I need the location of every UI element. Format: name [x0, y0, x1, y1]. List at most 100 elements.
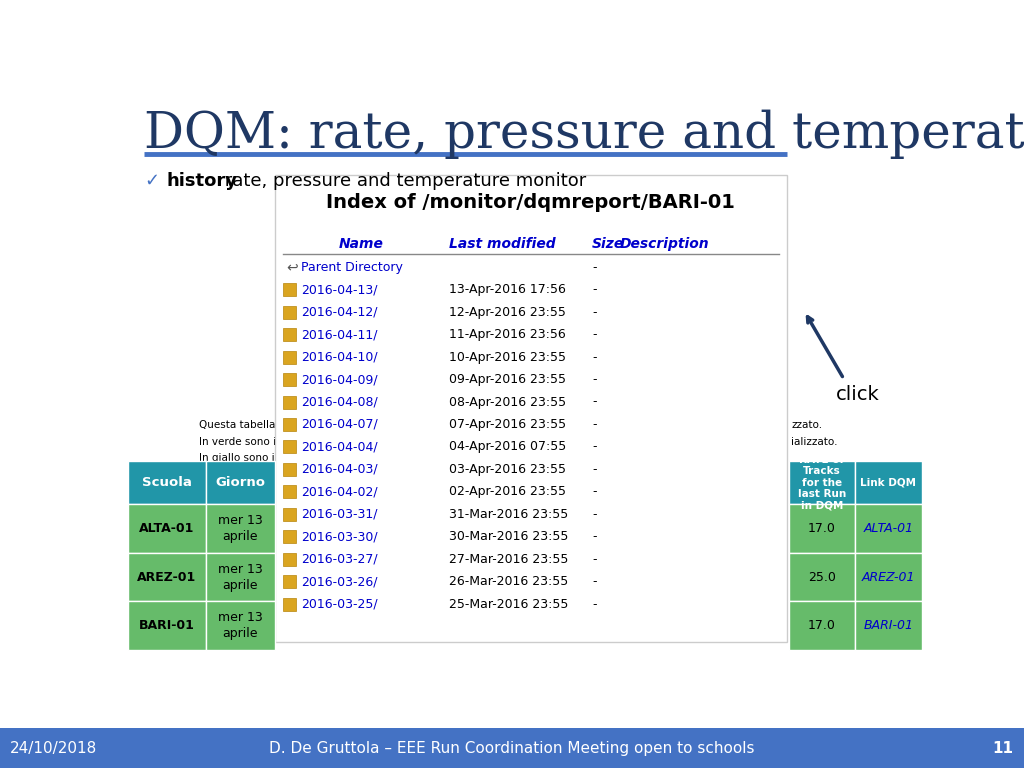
Text: -: -: [592, 418, 597, 431]
Text: RATE of
Tracks
for the
last Run
in DQM: RATE of Tracks for the last Run in DQM: [798, 455, 846, 511]
Text: 26-Mar-2016 23:55: 26-Mar-2016 23:55: [450, 575, 568, 588]
Text: DQM: rate, pressure and temperature: DQM: rate, pressure and temperature: [143, 110, 1024, 159]
Text: mer 13
aprile: mer 13 aprile: [218, 563, 263, 591]
Text: Scuola: Scuola: [142, 476, 191, 489]
Text: 30-Mar-2016 23:55: 30-Mar-2016 23:55: [450, 531, 568, 543]
Text: 03-Apr-2016 23:55: 03-Apr-2016 23:55: [450, 463, 566, 476]
Bar: [855, 601, 922, 650]
FancyBboxPatch shape: [283, 418, 296, 431]
FancyBboxPatch shape: [283, 306, 296, 319]
Text: 11-Apr-2016 23:56: 11-Apr-2016 23:56: [450, 328, 566, 341]
Bar: [855, 505, 922, 553]
Bar: [128, 461, 206, 505]
FancyBboxPatch shape: [283, 485, 296, 498]
FancyBboxPatch shape: [283, 531, 296, 544]
Bar: [128, 553, 206, 601]
FancyBboxPatch shape: [283, 463, 296, 476]
Text: 2016-03-27/: 2016-03-27/: [301, 553, 378, 566]
Text: -: -: [592, 306, 597, 319]
Text: Questa tabella m
In verde sono ind
In giallo sono ind
In rosso sono ind: Questa tabella m In verde sono ind In gi…: [200, 420, 290, 479]
Bar: [790, 553, 855, 601]
Text: ↩: ↩: [287, 260, 298, 275]
Text: Link DQM: Link DQM: [860, 478, 916, 488]
FancyBboxPatch shape: [283, 373, 296, 386]
Text: rate, pressure and temperature monitor: rate, pressure and temperature monitor: [219, 172, 587, 190]
FancyBboxPatch shape: [283, 553, 296, 566]
FancyBboxPatch shape: [283, 283, 296, 296]
Text: 04-Apr-2016 07:55: 04-Apr-2016 07:55: [450, 441, 566, 453]
Text: 2016-04-13/: 2016-04-13/: [301, 283, 378, 296]
Text: 2016-03-26/: 2016-03-26/: [301, 575, 378, 588]
Bar: [790, 505, 855, 553]
Text: 27-Mar-2016 23:55: 27-Mar-2016 23:55: [450, 553, 568, 566]
Text: 07-Apr-2016 23:55: 07-Apr-2016 23:55: [450, 418, 566, 431]
Text: 2016-04-12/: 2016-04-12/: [301, 306, 378, 319]
Text: -: -: [592, 575, 597, 588]
Text: -: -: [592, 373, 597, 386]
Text: -: -: [592, 508, 597, 521]
Text: 17.0: 17.0: [808, 522, 836, 535]
Bar: [274, 175, 786, 642]
Text: zzato.
ializzato.: zzato. ializzato.: [792, 420, 838, 447]
Text: 25-Mar-2016 23:55: 25-Mar-2016 23:55: [450, 598, 568, 611]
Text: Last modified: Last modified: [450, 237, 556, 251]
Text: -: -: [592, 260, 597, 273]
Bar: [206, 553, 274, 601]
FancyBboxPatch shape: [283, 508, 296, 521]
Text: BARI-01: BARI-01: [863, 619, 913, 632]
FancyBboxPatch shape: [283, 328, 296, 341]
Text: 25.0: 25.0: [808, 571, 836, 584]
Text: 2016-03-25/: 2016-03-25/: [301, 598, 378, 611]
Text: -: -: [592, 328, 597, 341]
Bar: [206, 505, 274, 553]
Text: 2016-04-03/: 2016-04-03/: [301, 463, 378, 476]
Bar: [790, 601, 855, 650]
FancyBboxPatch shape: [283, 598, 296, 611]
Text: 2016-04-09/: 2016-04-09/: [301, 373, 378, 386]
Text: -: -: [592, 553, 597, 566]
Text: D. De Gruttola – EEE Run Coordination Meeting open to schools: D. De Gruttola – EEE Run Coordination Me…: [269, 740, 755, 756]
Text: 17.0: 17.0: [808, 619, 836, 632]
Text: -: -: [592, 531, 597, 543]
Text: 08-Apr-2016 23:55: 08-Apr-2016 23:55: [450, 396, 566, 409]
Text: click: click: [836, 385, 880, 404]
Text: 2016-04-08/: 2016-04-08/: [301, 396, 378, 409]
Text: -: -: [592, 598, 597, 611]
Text: 2016-04-07/: 2016-04-07/: [301, 418, 378, 431]
Text: 2016-04-11/: 2016-04-11/: [301, 328, 378, 341]
Text: history: history: [166, 172, 238, 190]
Text: 2016-04-10/: 2016-04-10/: [301, 350, 378, 363]
Text: Index of /monitor/dqmreport/BARI-01: Index of /monitor/dqmreport/BARI-01: [327, 193, 735, 212]
Text: 11: 11: [992, 740, 1014, 756]
Text: 31-Mar-2016 23:55: 31-Mar-2016 23:55: [450, 508, 568, 521]
Text: 2016-04-02/: 2016-04-02/: [301, 485, 378, 498]
Text: -: -: [592, 441, 597, 453]
Text: Name: Name: [338, 237, 383, 251]
Text: 09-Apr-2016 23:55: 09-Apr-2016 23:55: [450, 373, 566, 386]
Bar: [855, 553, 922, 601]
Text: -: -: [592, 396, 597, 409]
Text: mer 13
aprile: mer 13 aprile: [218, 611, 263, 640]
Text: Giorno: Giorno: [215, 476, 265, 489]
Text: -: -: [592, 350, 597, 363]
Text: Description: Description: [620, 237, 710, 251]
Text: -: -: [592, 283, 597, 296]
Text: 2016-04-04/: 2016-04-04/: [301, 441, 378, 453]
Text: AREZ-01: AREZ-01: [137, 571, 197, 584]
Text: 24/10/2018: 24/10/2018: [10, 740, 97, 756]
Text: ALTA-01: ALTA-01: [863, 522, 913, 535]
Text: Parent Directory: Parent Directory: [301, 260, 402, 273]
Bar: [790, 461, 855, 505]
Text: 2016-03-30/: 2016-03-30/: [301, 531, 378, 543]
Text: 2016-03-31/: 2016-03-31/: [301, 508, 378, 521]
Bar: [128, 601, 206, 650]
FancyBboxPatch shape: [283, 396, 296, 409]
Bar: [206, 461, 274, 505]
Bar: [128, 505, 206, 553]
Text: AREZ-01: AREZ-01: [861, 571, 915, 584]
Text: -: -: [592, 485, 597, 498]
FancyBboxPatch shape: [283, 575, 296, 588]
Text: BARI-01: BARI-01: [139, 619, 195, 632]
Text: -: -: [592, 463, 597, 476]
Text: mer 13
aprile: mer 13 aprile: [218, 514, 263, 543]
